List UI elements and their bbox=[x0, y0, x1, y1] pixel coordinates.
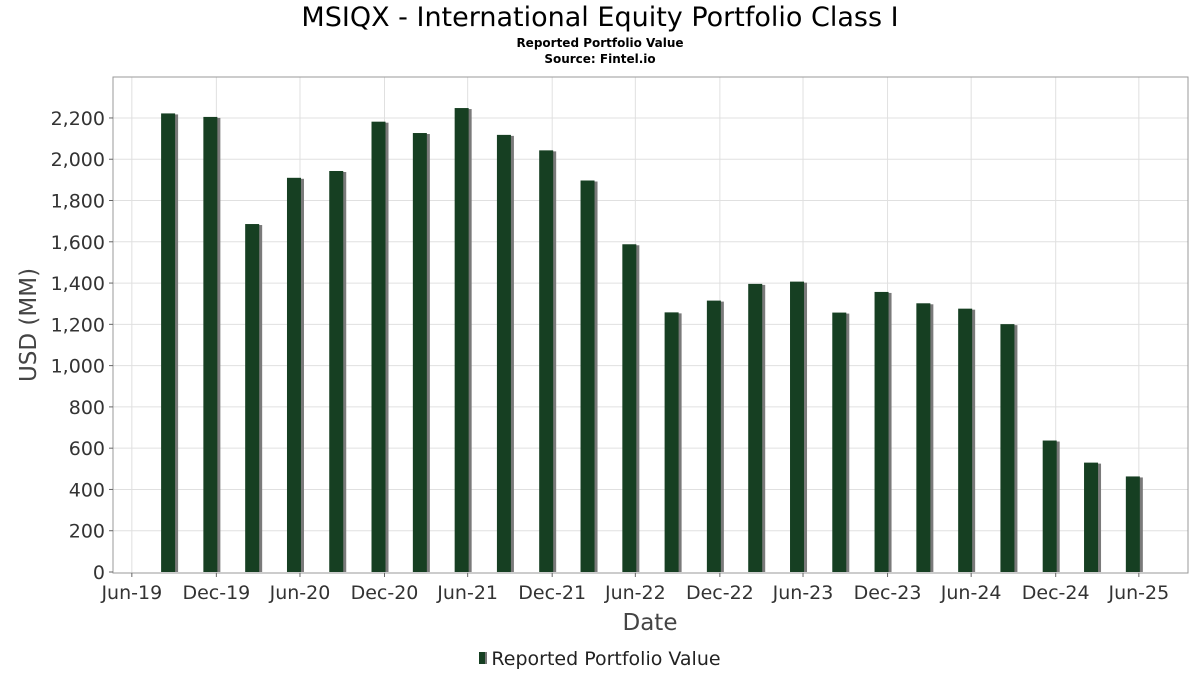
bar bbox=[286, 177, 301, 572]
y-tick-label: 1,400 bbox=[51, 273, 105, 295]
x-tick-label: Jun-25 bbox=[1107, 582, 1169, 604]
grid-lines bbox=[113, 77, 1188, 573]
x-axis-ticks: Jun-19 Dec-19 Jun-20 Dec-20 Jun-21 Dec-21 Jun-… bbox=[100, 573, 1169, 604]
x-tick-label: Dec-20 bbox=[351, 582, 419, 604]
bar bbox=[706, 300, 721, 572]
bar bbox=[1000, 324, 1015, 572]
bar bbox=[580, 180, 595, 572]
y-tick-label: 800 bbox=[69, 397, 105, 419]
y-tick-label: 1,800 bbox=[51, 191, 105, 213]
y-tick-label: 200 bbox=[69, 521, 105, 543]
bar bbox=[496, 134, 511, 572]
chart-title: MSIQX - International Equity Portfolio C… bbox=[301, 2, 899, 33]
bar bbox=[622, 244, 637, 572]
y-tick-label: 1,600 bbox=[51, 232, 105, 254]
bar bbox=[161, 113, 176, 572]
plot-background bbox=[113, 77, 1188, 573]
bar bbox=[958, 308, 973, 572]
y-tick-label: 400 bbox=[69, 479, 105, 501]
x-tick-label: Dec-23 bbox=[854, 582, 922, 604]
chart-subtitle: Reported Portfolio Value bbox=[516, 36, 684, 50]
y-tick-label: 0 bbox=[93, 562, 105, 584]
x-tick-label: Dec-21 bbox=[518, 582, 586, 604]
legend-label: Reported Portfolio Value bbox=[491, 648, 721, 670]
x-tick-label: Dec-24 bbox=[1022, 582, 1090, 604]
y-tick-label: 2,000 bbox=[51, 149, 105, 171]
legend: Reported Portfolio Value bbox=[0, 648, 1200, 670]
bar bbox=[203, 116, 218, 572]
x-tick-label: Dec-22 bbox=[686, 582, 754, 604]
x-tick-label: Jun-22 bbox=[604, 582, 666, 604]
chart-source: Source: Fintel.io bbox=[544, 52, 656, 66]
y-tick-label: 2,200 bbox=[51, 108, 105, 130]
x-tick-label: Jun-23 bbox=[772, 582, 834, 604]
bars bbox=[161, 108, 1143, 573]
x-tick-label: Jun-20 bbox=[269, 582, 331, 604]
y-axis-label: USD (MM) bbox=[16, 268, 42, 382]
y-tick-label: 1,200 bbox=[51, 314, 105, 336]
bar bbox=[1042, 440, 1057, 572]
bar bbox=[664, 312, 679, 572]
legend-swatch bbox=[479, 652, 488, 664]
x-tick-label: Jun-24 bbox=[940, 582, 1002, 604]
bar bbox=[790, 281, 805, 572]
x-axis-label: Date bbox=[623, 610, 678, 636]
bar bbox=[454, 108, 469, 573]
x-tick-label: Dec-19 bbox=[182, 582, 250, 604]
bar bbox=[748, 283, 763, 572]
bar bbox=[874, 291, 889, 572]
bar bbox=[1125, 476, 1140, 572]
x-tick-label: Jun-19 bbox=[100, 582, 162, 604]
x-tick-label: Jun-21 bbox=[436, 582, 498, 604]
y-tick-label: 1,000 bbox=[51, 356, 105, 378]
bar bbox=[832, 312, 847, 572]
bar bbox=[539, 150, 554, 573]
y-axis-ticks: 0 200 400 600 800 1,000 1,200 1,400 1,600 1,800 2,… bbox=[51, 108, 113, 584]
bar bbox=[245, 224, 260, 572]
bar bbox=[371, 121, 386, 573]
bar bbox=[916, 303, 931, 572]
plot-area bbox=[112, 76, 1189, 574]
bar bbox=[1084, 462, 1099, 572]
bar bbox=[412, 133, 427, 572]
y-tick-label: 600 bbox=[69, 438, 105, 460]
bar bbox=[329, 170, 344, 573]
